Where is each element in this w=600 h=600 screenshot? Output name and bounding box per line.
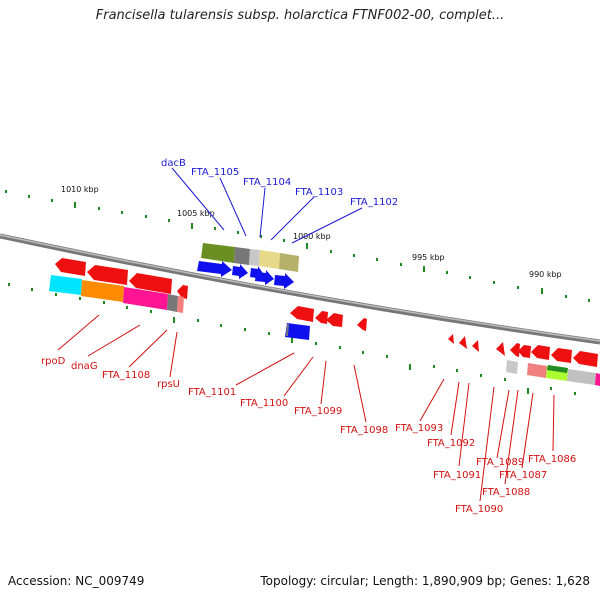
gene-arrow-fta-1103[interactable]: [255, 270, 274, 285]
gene-arrow-fta-1087[interactable]: [531, 345, 550, 360]
gene-arrow-fta-1100[interactable]: [315, 311, 328, 324]
forward-genes: [197, 261, 310, 340]
top-label-leaders: [171, 167, 363, 244]
kbp-label: 995 kbp: [412, 253, 445, 262]
gene-label-fta-1092[interactable]: FTA_1092: [427, 438, 475, 449]
gene-label-fta-1100[interactable]: FTA_1100: [240, 398, 288, 409]
gene-label-fta-1105[interactable]: FTA_1105: [191, 167, 239, 178]
gene-label-dnag[interactable]: dnaG: [71, 361, 98, 372]
gene-arrow-fta-1091[interactable]: [472, 340, 479, 352]
gene-arrow-fta-1088[interactable]: [518, 345, 531, 358]
gene-label-fta-1087[interactable]: FTA_1087: [499, 470, 547, 481]
gene-arrow-fta-1093[interactable]: [448, 334, 454, 344]
accession-text: Accession: NC_009749: [8, 574, 145, 588]
genome-backbone: [0, 233, 600, 345]
gene-arrow-fta-1108[interactable]: [129, 273, 172, 294]
bottom-label-leaders: [57, 314, 555, 502]
gene-label-fta-1104[interactable]: FTA_1104: [243, 177, 291, 188]
gene-arrow-dacb[interactable]: [197, 261, 232, 277]
gene-arrow-fta-1102[interactable]: [274, 273, 294, 289]
gene-label-rpod[interactable]: rpoD: [41, 356, 66, 367]
gene-arrow-rpod[interactable]: [55, 258, 86, 276]
gene-arrow-fta-1089[interactable]: [510, 343, 520, 357]
kbp-label: 990 kbp: [529, 270, 562, 279]
genome-backbone-highlight: [0, 234, 600, 342]
kbp-label: 1005 kbp: [177, 209, 215, 218]
gene-label-fta-1103[interactable]: FTA_1103: [295, 187, 343, 198]
gene-arrow-rpsu[interactable]: [177, 285, 188, 299]
gene-arrow-dnag[interactable]: [87, 265, 128, 285]
gene-label-fta-1091[interactable]: FTA_1091: [433, 470, 481, 481]
gene-arrow-fta-1105[interactable]: [232, 264, 248, 279]
gene-label-fta-1088[interactable]: FTA_1088: [482, 487, 530, 498]
reverse-genes: [55, 258, 598, 367]
gene-label-fta-1099[interactable]: FTA_1099: [294, 406, 342, 417]
kbp-label: 1010 kbp: [61, 185, 99, 194]
gene-arrow-fta-1092[interactable]: [459, 336, 467, 349]
gene-label-fta-1093[interactable]: FTA_1093: [395, 423, 443, 434]
gene-label-fta-1089[interactable]: FTA_1089: [476, 457, 524, 468]
gene-arrow-fta-1099[interactable]: [326, 313, 343, 327]
gene-label-fta-1108[interactable]: FTA_1108: [102, 370, 150, 381]
gene-arrow-next[interactable]: [573, 351, 598, 367]
genome-summary-text: Topology: circular; Length: 1,890,909 bp…: [260, 574, 590, 588]
upper-cog-track: [201, 243, 299, 272]
gene-arrow-fta-1090[interactable]: [496, 342, 505, 356]
gene-label-fta-1086[interactable]: FTA_1086: [528, 454, 576, 465]
gene-label-fta-1098[interactable]: FTA_1098: [340, 425, 388, 436]
gene-label-dacb[interactable]: dacB: [161, 158, 186, 169]
gene-label-fta-1101[interactable]: FTA_1101: [188, 387, 236, 398]
gene-label-fta-1090[interactable]: FTA_1090: [455, 504, 503, 515]
gene-label-rpsu[interactable]: rpsU: [157, 379, 180, 390]
gene-arrow-fta-1086[interactable]: [551, 348, 572, 363]
upper-tick-row: [5, 190, 590, 302]
lower-tick-row: [8, 283, 576, 395]
map-title: Francisella tularensis subsp. holarctica…: [95, 8, 505, 23]
lower-cog-track: [49, 275, 600, 386]
gene-block-forward[interactable]: [285, 323, 310, 340]
gene-arrow-fta-1101[interactable]: [290, 306, 314, 322]
gene-arrow-fta-1098[interactable]: [357, 318, 367, 331]
kbp-label: 1000 kbp: [293, 232, 331, 241]
gene-label-fta-1102[interactable]: FTA_1102: [350, 197, 398, 208]
